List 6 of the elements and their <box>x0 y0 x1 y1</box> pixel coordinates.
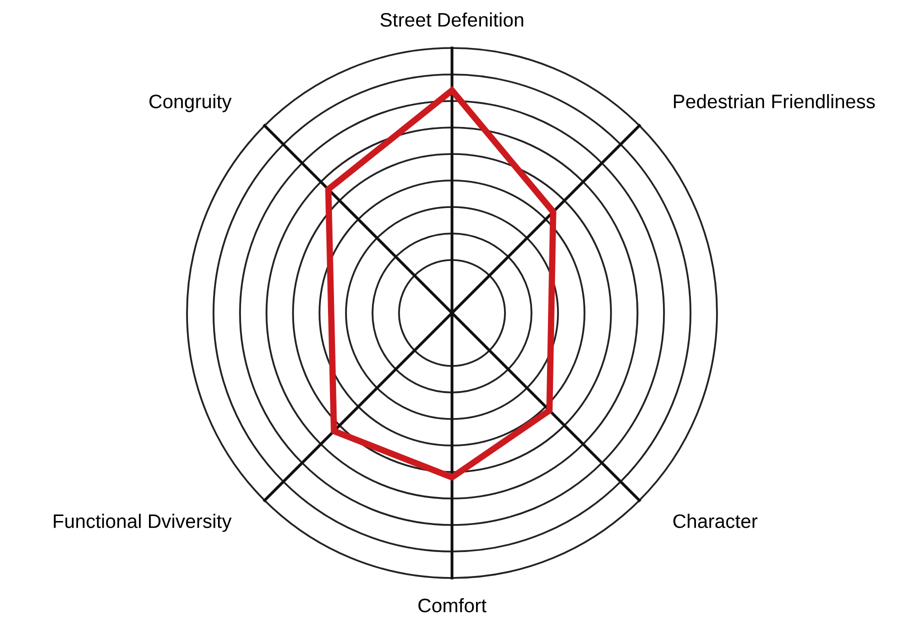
spoke-label: Street Defenition <box>380 12 524 27</box>
spoke-label: Comfort <box>418 598 486 612</box>
spoke-label: Congruity <box>149 94 232 112</box>
spoke-label: Functional Dviversity <box>54 514 232 532</box>
spoke-label: Character <box>673 514 758 528</box>
spoke-label: Pedestrian Friendliness <box>674 94 875 108</box>
